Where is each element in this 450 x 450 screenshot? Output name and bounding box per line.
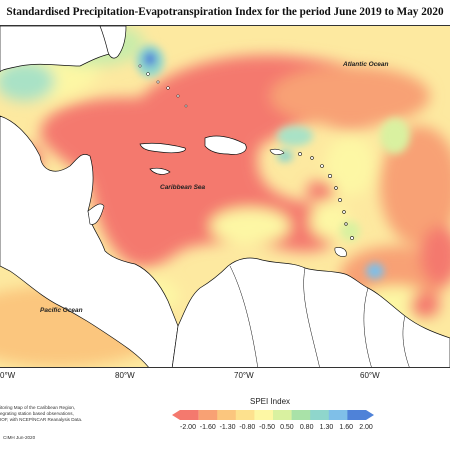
note-line-3: IOF, with NCEP/NCAR Reanalysis Data. [0, 417, 83, 422]
note-line-2: egrating station based observations, [0, 411, 74, 416]
label-pacific-ocean: Pacific Ocean [40, 307, 83, 314]
legend-swatch-2 [217, 410, 237, 420]
lon-label-80w: 80°W [115, 371, 135, 380]
label-caribbean-sea: Caribbean Sea [160, 184, 206, 191]
island-hispaniola [204, 135, 247, 155]
legend-swatch-9 [347, 410, 374, 420]
island-cuba [139, 142, 186, 154]
legend-ticks: -2.00 -1.60 -1.30 -0.80 -0.50 0.50 0.80 1.30 1.6… [180, 424, 373, 434]
lesser-antilles [298, 152, 354, 257]
legend-swatch-3 [235, 410, 255, 420]
legend-swatch-8 [328, 410, 348, 420]
legend-colorbar [172, 410, 374, 420]
legend-swatch-7 [310, 410, 330, 420]
legend-swatch-1 [198, 410, 218, 420]
island-jamaica [149, 167, 171, 175]
spei-wet-spots [136, 45, 410, 279]
legend-title: SPEI Index [250, 397, 291, 406]
map-title: Standardised Precipitation-Evapotranspir… [6, 6, 444, 18]
legend-swatch-0 [172, 410, 199, 420]
legend-tick-label: 0.50 [280, 424, 294, 431]
legend-tick-label: 2.00 [359, 424, 373, 431]
legend-swatch-5 [273, 410, 292, 420]
map-notes: itoring Map of the Caribbean Region, egr… [0, 405, 120, 423]
legend-swatch-4 [254, 410, 274, 420]
lon-label-70w: 70°W [234, 371, 254, 380]
island-puerto-rico [269, 148, 285, 155]
legend-tick-label: 1.30 [319, 424, 334, 431]
legend-tick-label: 0.80 [299, 424, 314, 431]
lon-label-90w: 0°W [0, 371, 16, 380]
spei-map [0, 25, 450, 368]
legend-tick-label: -1.30 [219, 424, 236, 431]
legend-tick-label: -1.60 [199, 424, 216, 431]
legend-tick-label: 1.60 [339, 424, 354, 431]
legend-tick-label: -2.00 [180, 424, 196, 431]
borders-south-america [229, 265, 410, 367]
label-atlantic-ocean: Atlantic Ocean [343, 61, 389, 68]
credit-text: CIMH Jun-2020 [3, 435, 36, 440]
land-central-america [0, 115, 179, 367]
land-florida [99, 26, 127, 59]
bahamas [138, 64, 188, 108]
legend-tick-label: -0.50 [259, 424, 276, 431]
legend-tick-label: -0.80 [239, 424, 256, 431]
lon-label-60w: 60°W [360, 371, 380, 380]
note-line-1: itoring Map of the Caribbean Region, [0, 405, 76, 410]
legend-swatch-6 [291, 410, 311, 420]
